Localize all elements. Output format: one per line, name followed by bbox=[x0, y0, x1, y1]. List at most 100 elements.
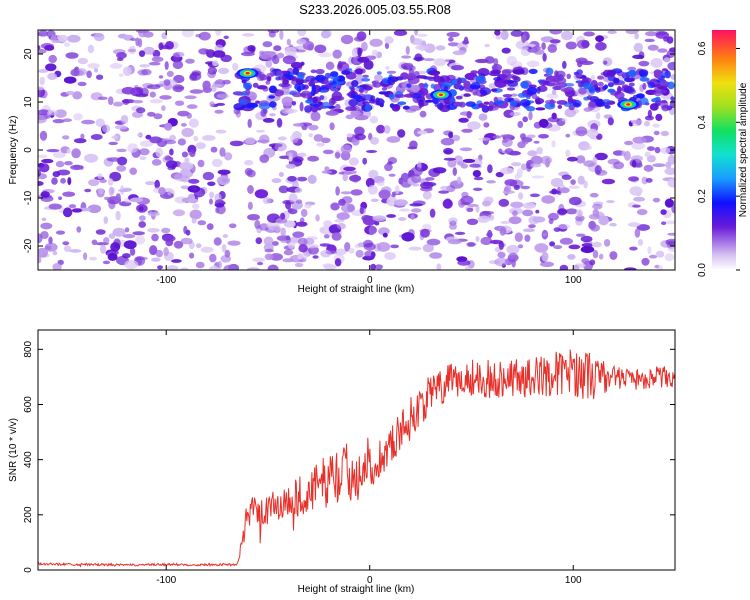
spectrogram-cell bbox=[483, 101, 490, 105]
spectrogram-cell bbox=[243, 82, 253, 90]
spectrogram-cell bbox=[644, 38, 655, 43]
spectrogram-cell bbox=[410, 38, 423, 46]
spectrogram-cell bbox=[647, 81, 655, 89]
spectrogram-cell bbox=[113, 101, 124, 107]
spectrogram-cell bbox=[279, 30, 284, 40]
spectrogram-cell bbox=[138, 221, 146, 228]
spectrogram-cell bbox=[506, 87, 516, 91]
spectrogram-cell bbox=[540, 261, 554, 268]
spectrogram-cell bbox=[188, 178, 200, 184]
spectrogram-cell bbox=[297, 79, 309, 83]
spectrogram-cell bbox=[561, 118, 568, 122]
spectrogram-cell bbox=[47, 72, 58, 80]
spectrogram-cell bbox=[197, 220, 207, 226]
spectrogram-cell bbox=[466, 242, 476, 247]
spectrogram-cell bbox=[143, 46, 155, 55]
spectrogram-y-tick-label: 10 bbox=[23, 96, 34, 108]
spectrogram-cell bbox=[596, 133, 603, 140]
spectrogram-cell bbox=[428, 70, 441, 76]
spectrogram-cell bbox=[507, 252, 519, 263]
spectrogram-x-tick-label: 0 bbox=[367, 275, 373, 286]
spectrogram-cell bbox=[575, 57, 588, 64]
spectrogram-cell bbox=[108, 141, 118, 146]
spectrogram-cell bbox=[644, 115, 654, 121]
spectrogram-cell bbox=[633, 42, 643, 53]
spectrogram-cell bbox=[664, 70, 671, 79]
spectrogram-cell bbox=[207, 181, 216, 187]
spectrogram-cell bbox=[465, 266, 470, 270]
spectrogram-cell bbox=[175, 100, 185, 106]
spectrogram-cell bbox=[411, 93, 421, 99]
spectrogram-cell bbox=[65, 90, 75, 96]
spectrogram-cell bbox=[290, 76, 298, 82]
spectrogram-cell bbox=[247, 201, 253, 210]
spectrogram-cell bbox=[607, 82, 614, 88]
spectrogram-cell bbox=[166, 70, 174, 77]
spectrogram-cell bbox=[500, 167, 514, 175]
spectrogram-cell bbox=[300, 208, 308, 218]
spectrogram-cell bbox=[287, 241, 296, 249]
spectrogram-cell bbox=[122, 234, 136, 239]
spectrogram-cell bbox=[481, 211, 494, 215]
spectrogram-cell bbox=[88, 179, 100, 187]
spectrogram-cell bbox=[172, 209, 186, 217]
spectrogram-cell bbox=[112, 227, 126, 237]
spectrogram-cell bbox=[264, 253, 274, 261]
spectrogram-cell bbox=[607, 88, 616, 93]
spectrogram-cell bbox=[127, 48, 136, 53]
spectrogram-cell bbox=[323, 234, 330, 239]
spectrogram-cell bbox=[38, 48, 47, 54]
spectrogram-cell bbox=[388, 93, 395, 100]
spectrogram-cell bbox=[336, 223, 346, 230]
spectrogram-cell bbox=[40, 222, 53, 230]
spectrogram-cell bbox=[211, 84, 223, 88]
spectrogram-cell bbox=[512, 210, 518, 217]
spectrogram-cell bbox=[164, 61, 169, 70]
spectrogram-cell bbox=[613, 77, 620, 84]
spectrogram-cell bbox=[510, 30, 524, 37]
spectrogram-cell bbox=[558, 82, 568, 88]
spectrogram-cell bbox=[382, 232, 388, 238]
spectrogram-cell bbox=[283, 249, 294, 256]
spectrogram-cell bbox=[374, 221, 380, 226]
spectrogram-cell bbox=[58, 196, 63, 200]
spectrogram-cell bbox=[488, 83, 497, 89]
spectrogram-cell bbox=[307, 174, 317, 184]
colorbar-tick-label: 0.2 bbox=[697, 189, 708, 203]
spectrogram-cell bbox=[498, 148, 503, 154]
spectrogram-cell bbox=[239, 98, 248, 106]
spectrogram-cell bbox=[583, 180, 588, 189]
spectrogram-cell bbox=[212, 50, 226, 58]
spectrogram-cell bbox=[557, 223, 571, 230]
spectrogram-cell bbox=[546, 93, 559, 99]
spectrogram-cell bbox=[86, 70, 92, 79]
spectrogram-cell bbox=[279, 155, 289, 159]
spectrogram-cell bbox=[139, 156, 147, 161]
spectrogram-cell bbox=[70, 164, 84, 171]
spectrogram-cell bbox=[276, 118, 283, 128]
spectrogram-cell bbox=[334, 152, 341, 159]
spectrogram-cell bbox=[330, 71, 339, 78]
spectrogram-cell bbox=[509, 100, 518, 107]
spectrogram-cell bbox=[310, 69, 317, 74]
spectrogram-cell bbox=[645, 178, 653, 183]
colorbar-title: Normalized spectral amplitude bbox=[738, 82, 749, 217]
spectrogram-cell bbox=[135, 37, 140, 47]
spectrogram-cell bbox=[73, 113, 83, 121]
spectrogram-cell bbox=[517, 141, 526, 149]
spectrogram-cell bbox=[151, 257, 161, 262]
spectrogram-cell bbox=[568, 196, 582, 206]
spectrogram-cell bbox=[614, 91, 625, 100]
spectrogram-cell bbox=[211, 158, 223, 168]
spectrogram-cell bbox=[419, 110, 427, 118]
spectrogram-cell bbox=[149, 245, 158, 256]
spectrogram-cell bbox=[271, 178, 282, 184]
spectrogram-cell bbox=[645, 31, 657, 37]
spectrogram-cell bbox=[592, 250, 599, 259]
spectrogram-cell bbox=[294, 49, 306, 53]
spectrogram-cell bbox=[334, 248, 347, 256]
spectrogram-cell bbox=[446, 31, 460, 38]
spectrogram-cell bbox=[448, 217, 458, 224]
spectrogram-cell bbox=[247, 118, 252, 128]
